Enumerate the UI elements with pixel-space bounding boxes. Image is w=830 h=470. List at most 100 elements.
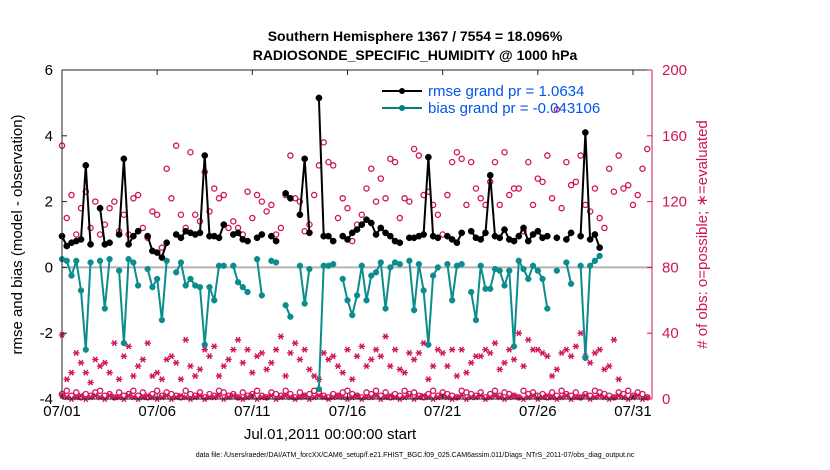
rmse-point	[554, 235, 560, 241]
rmse-point	[425, 154, 431, 160]
y-right-tick-label: 200	[662, 62, 687, 79]
rmse-point	[306, 230, 312, 236]
y-right-axis-title: # of obs: o=possible; ∗=evaluated	[694, 120, 711, 349]
rmse-point	[178, 235, 184, 241]
bias-point	[83, 347, 89, 353]
rmse-point	[106, 240, 112, 246]
rmse-point	[511, 238, 517, 244]
bias-point	[183, 283, 189, 289]
rmse-point	[116, 231, 122, 237]
bias-point	[416, 261, 422, 267]
bias-point	[78, 288, 84, 294]
rmse-point	[520, 225, 526, 231]
rmse-point	[325, 233, 331, 239]
bias-point	[316, 386, 322, 392]
y-left-tick-label: 4	[45, 128, 53, 145]
rmse-point	[130, 233, 136, 239]
bias-point	[578, 263, 584, 269]
legend-label: bias grand pr = -0.043106	[428, 100, 600, 117]
bias-point	[135, 283, 141, 289]
bias-point	[173, 269, 179, 275]
bias-point	[145, 266, 151, 272]
legend-marker	[399, 105, 405, 111]
legend-label: rmse grand pr = 1.0634	[428, 83, 584, 100]
bias-point	[207, 284, 213, 290]
bias-point	[73, 258, 79, 264]
bias-point	[354, 292, 360, 298]
bias-point	[378, 260, 384, 266]
bias-point	[150, 284, 156, 290]
bias-point	[497, 268, 503, 274]
rmse-point	[359, 222, 365, 228]
bias-point	[373, 269, 379, 275]
bias-point	[349, 312, 355, 318]
rmse-point	[525, 238, 531, 244]
rmse-point	[535, 228, 541, 234]
bias-point	[359, 263, 365, 269]
rmse-point	[259, 231, 265, 237]
y-left-axis-title: rmse and bias (model - observation)	[9, 114, 26, 354]
rmse-point	[135, 228, 141, 234]
rmse-point	[287, 195, 293, 201]
y-left-tick-label: 6	[45, 62, 53, 79]
bias-point	[107, 256, 113, 262]
bias-point	[283, 302, 289, 308]
bias-point	[449, 297, 455, 303]
data-file-footnote: data file: /Users/raeder/DAI/ATM_forcXX/…	[0, 452, 830, 459]
bias-point	[421, 288, 427, 294]
bias-point	[235, 279, 241, 285]
bias-point	[97, 258, 103, 264]
bias-point	[568, 281, 574, 287]
rmse-point	[83, 162, 89, 168]
rmse-point	[235, 230, 241, 236]
bias-point	[487, 286, 493, 292]
bias-point	[364, 297, 370, 303]
rmse-point	[435, 235, 441, 241]
rmse-point	[582, 129, 588, 135]
bias-point	[521, 266, 527, 272]
rmse-point	[373, 231, 379, 237]
bias-point	[502, 283, 508, 289]
rmse-point	[397, 240, 403, 246]
rmse-point	[302, 156, 308, 162]
bias-point	[473, 317, 479, 323]
chart-canvas: 07/0107/0607/1107/1607/2107/2607/31-4-20…	[0, 0, 830, 470]
bias-point	[69, 273, 75, 279]
rmse-point	[368, 220, 374, 226]
bias-point	[221, 263, 227, 269]
x-tick-label: 07/06	[138, 403, 176, 420]
rmse-point	[378, 225, 384, 231]
rmse-point	[501, 226, 507, 232]
bias-point	[544, 306, 550, 312]
bias-point	[525, 276, 531, 282]
bias-point	[64, 258, 70, 264]
bias-point	[330, 261, 336, 267]
bias-point	[188, 276, 194, 282]
bias-point	[178, 260, 184, 266]
rmse-point	[244, 238, 250, 244]
bias-point	[582, 355, 588, 361]
rmse-point	[497, 235, 503, 241]
rmse-point	[87, 241, 93, 247]
bias-point	[397, 261, 403, 267]
bias-point	[430, 273, 436, 279]
bias-point	[563, 260, 569, 266]
bias-point	[121, 340, 127, 346]
rmse-point	[597, 245, 603, 251]
bias-point	[130, 260, 136, 266]
x-tick-label: 07/26	[519, 403, 557, 420]
bias-point	[506, 268, 512, 274]
rmse-point	[97, 205, 103, 211]
bias-point	[307, 266, 313, 272]
rmse-point	[478, 236, 484, 242]
bias-point	[478, 263, 484, 269]
bias-point	[592, 258, 598, 264]
bias-point	[102, 306, 108, 312]
rmse-point	[592, 231, 598, 237]
rmse-point	[344, 236, 350, 242]
bias-point	[425, 342, 431, 348]
bias-point	[273, 260, 279, 266]
bias-point	[245, 289, 251, 295]
bias-point	[587, 263, 593, 269]
rmse-point	[197, 230, 203, 236]
